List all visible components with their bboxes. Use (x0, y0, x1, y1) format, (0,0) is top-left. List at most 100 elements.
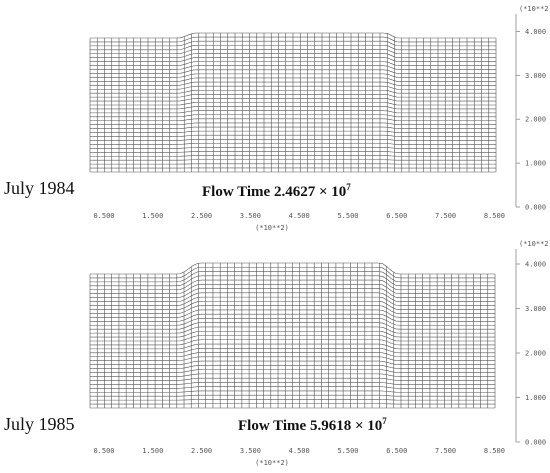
mesh-row-line (90, 347, 495, 354)
mesh-row-line (90, 271, 495, 283)
mesh-row-line (90, 114, 496, 118)
x-tick-label: 4.500 (289, 447, 310, 455)
mesh-row-line (90, 110, 496, 114)
mesh-1985 (89, 262, 496, 409)
mesh-row-line (90, 322, 495, 330)
mesh-row-line (90, 301, 495, 310)
x-scale-label: (*10**2) (255, 224, 289, 232)
mesh-row-line (90, 352, 495, 358)
mesh-row-line (90, 36, 496, 43)
mesh-row-line (90, 138, 496, 141)
mesh-row-line (90, 309, 495, 318)
y-tick-label: 4.000 (525, 28, 546, 36)
mesh-row-line (90, 279, 495, 291)
panel-label-1984: July 1984 (4, 178, 75, 198)
mesh-row-line (90, 122, 496, 126)
mesh-row-line (90, 330, 495, 338)
x-tick-label: 7.500 (435, 447, 456, 455)
mesh-row-line (90, 275, 495, 287)
x-tick-label: 2.500 (191, 212, 212, 220)
x-tick-label: 0.500 (93, 212, 114, 220)
mesh-row-line (90, 266, 495, 279)
mesh-row-line (90, 69, 496, 74)
mesh-row-line (90, 53, 496, 59)
y-tick-label: 1.000 (525, 394, 546, 402)
x-tick-label: 3.500 (240, 212, 261, 220)
mesh-row-line (90, 305, 495, 314)
x-tick-label: 3.500 (240, 447, 261, 455)
mesh-row-line (90, 288, 495, 298)
mesh-row-line (90, 32, 496, 39)
mesh-row-line (90, 284, 495, 295)
mesh-row-line (90, 61, 496, 66)
y-tick-label: 4.000 (525, 261, 546, 269)
mesh-row-line (90, 356, 495, 362)
mesh-row-line (90, 126, 496, 129)
flow-time-exponent: 7 (346, 182, 351, 192)
flow-time-1984: Flow Time 2.4627 × 107 (202, 182, 351, 201)
mesh-row-line (90, 151, 496, 153)
panel-1985: 0.000 1.000 2.000 3.000 4.000 (*10**2) 0.500 1.… (89, 240, 550, 467)
x-tick-label: 5.500 (337, 447, 358, 455)
mesh-row-line (90, 369, 495, 373)
mesh-row-line (90, 326, 495, 334)
x-tick-label: 8.500 (484, 447, 505, 455)
mesh-row-line (90, 118, 496, 122)
mesh-row-line (90, 373, 495, 377)
mesh-row-line (90, 106, 496, 110)
mesh-row-line (90, 262, 495, 275)
y-tick-label: 0.000 (525, 204, 546, 212)
mesh-row-line (90, 73, 496, 78)
mesh-row-line (90, 155, 496, 157)
mesh-row-line (90, 81, 496, 86)
mesh-row-line (90, 339, 495, 346)
mesh-row-line (90, 365, 495, 369)
mesh-row-line (90, 335, 495, 342)
axes-1984: 0.000 1.000 2.000 3.000 4.000 (*10**2) 0.500 1.… (93, 5, 550, 232)
flow-time-exponent: 7 (382, 416, 387, 426)
x-tick-label: 0.500 (93, 447, 114, 455)
mesh-row-line (90, 44, 496, 51)
flow-time-text: Flow Time 5.9618 × 10 (238, 418, 383, 434)
x-tick-label: 2.500 (191, 447, 212, 455)
mesh-row-line (90, 292, 495, 302)
x-tick-label: 4.500 (289, 212, 310, 220)
x-tick-label: 1.500 (142, 447, 163, 455)
mesh-row-line (90, 102, 496, 106)
mesh-1984 (89, 32, 497, 173)
mesh-row-line (90, 85, 496, 90)
mesh-row-line (90, 65, 496, 70)
y-tick-label: 0.000 (525, 439, 546, 447)
mesh-row-line (90, 377, 495, 381)
x-scale-label: (*10**2) (255, 459, 289, 467)
panel-1984: 0.000 1.000 2.000 3.000 4.000 (*10**2) 0.500 1.… (89, 5, 550, 232)
mesh-row-line (90, 318, 495, 326)
mesh-row-line (90, 343, 495, 350)
mesh-row-line (90, 57, 496, 62)
mesh-row-line (90, 147, 496, 149)
mesh-row-line (90, 382, 495, 385)
mesh-row-line (90, 98, 496, 102)
mesh-row-line (90, 394, 495, 397)
y-tick-label: 2.000 (525, 350, 546, 358)
mesh-row-line (90, 49, 496, 55)
mesh-row-line (90, 399, 495, 401)
y-scale-label: (*10**2) (519, 5, 550, 13)
panel-label-1985: July 1985 (4, 414, 75, 434)
y-tick-label: 3.000 (525, 72, 546, 80)
x-tick-label: 5.500 (337, 212, 358, 220)
y-tick-label: 1.000 (525, 160, 546, 168)
x-tick-label: 6.500 (386, 212, 407, 220)
mesh-row-line (90, 89, 496, 94)
flow-time-1985: Flow Time 5.9618 × 107 (238, 416, 387, 435)
y-tick-label: 2.000 (525, 116, 546, 124)
y-tick-label: 3.000 (525, 305, 546, 313)
flow-time-text: Flow Time 2.4627 × 10 (202, 184, 347, 200)
mesh-row-line (90, 313, 495, 322)
mesh-row-line (90, 77, 496, 82)
y-scale-label: (*10**2) (519, 240, 550, 248)
x-tick-label: 7.500 (435, 212, 456, 220)
mesh-row-line (90, 143, 496, 145)
mesh-row-line (90, 386, 495, 389)
